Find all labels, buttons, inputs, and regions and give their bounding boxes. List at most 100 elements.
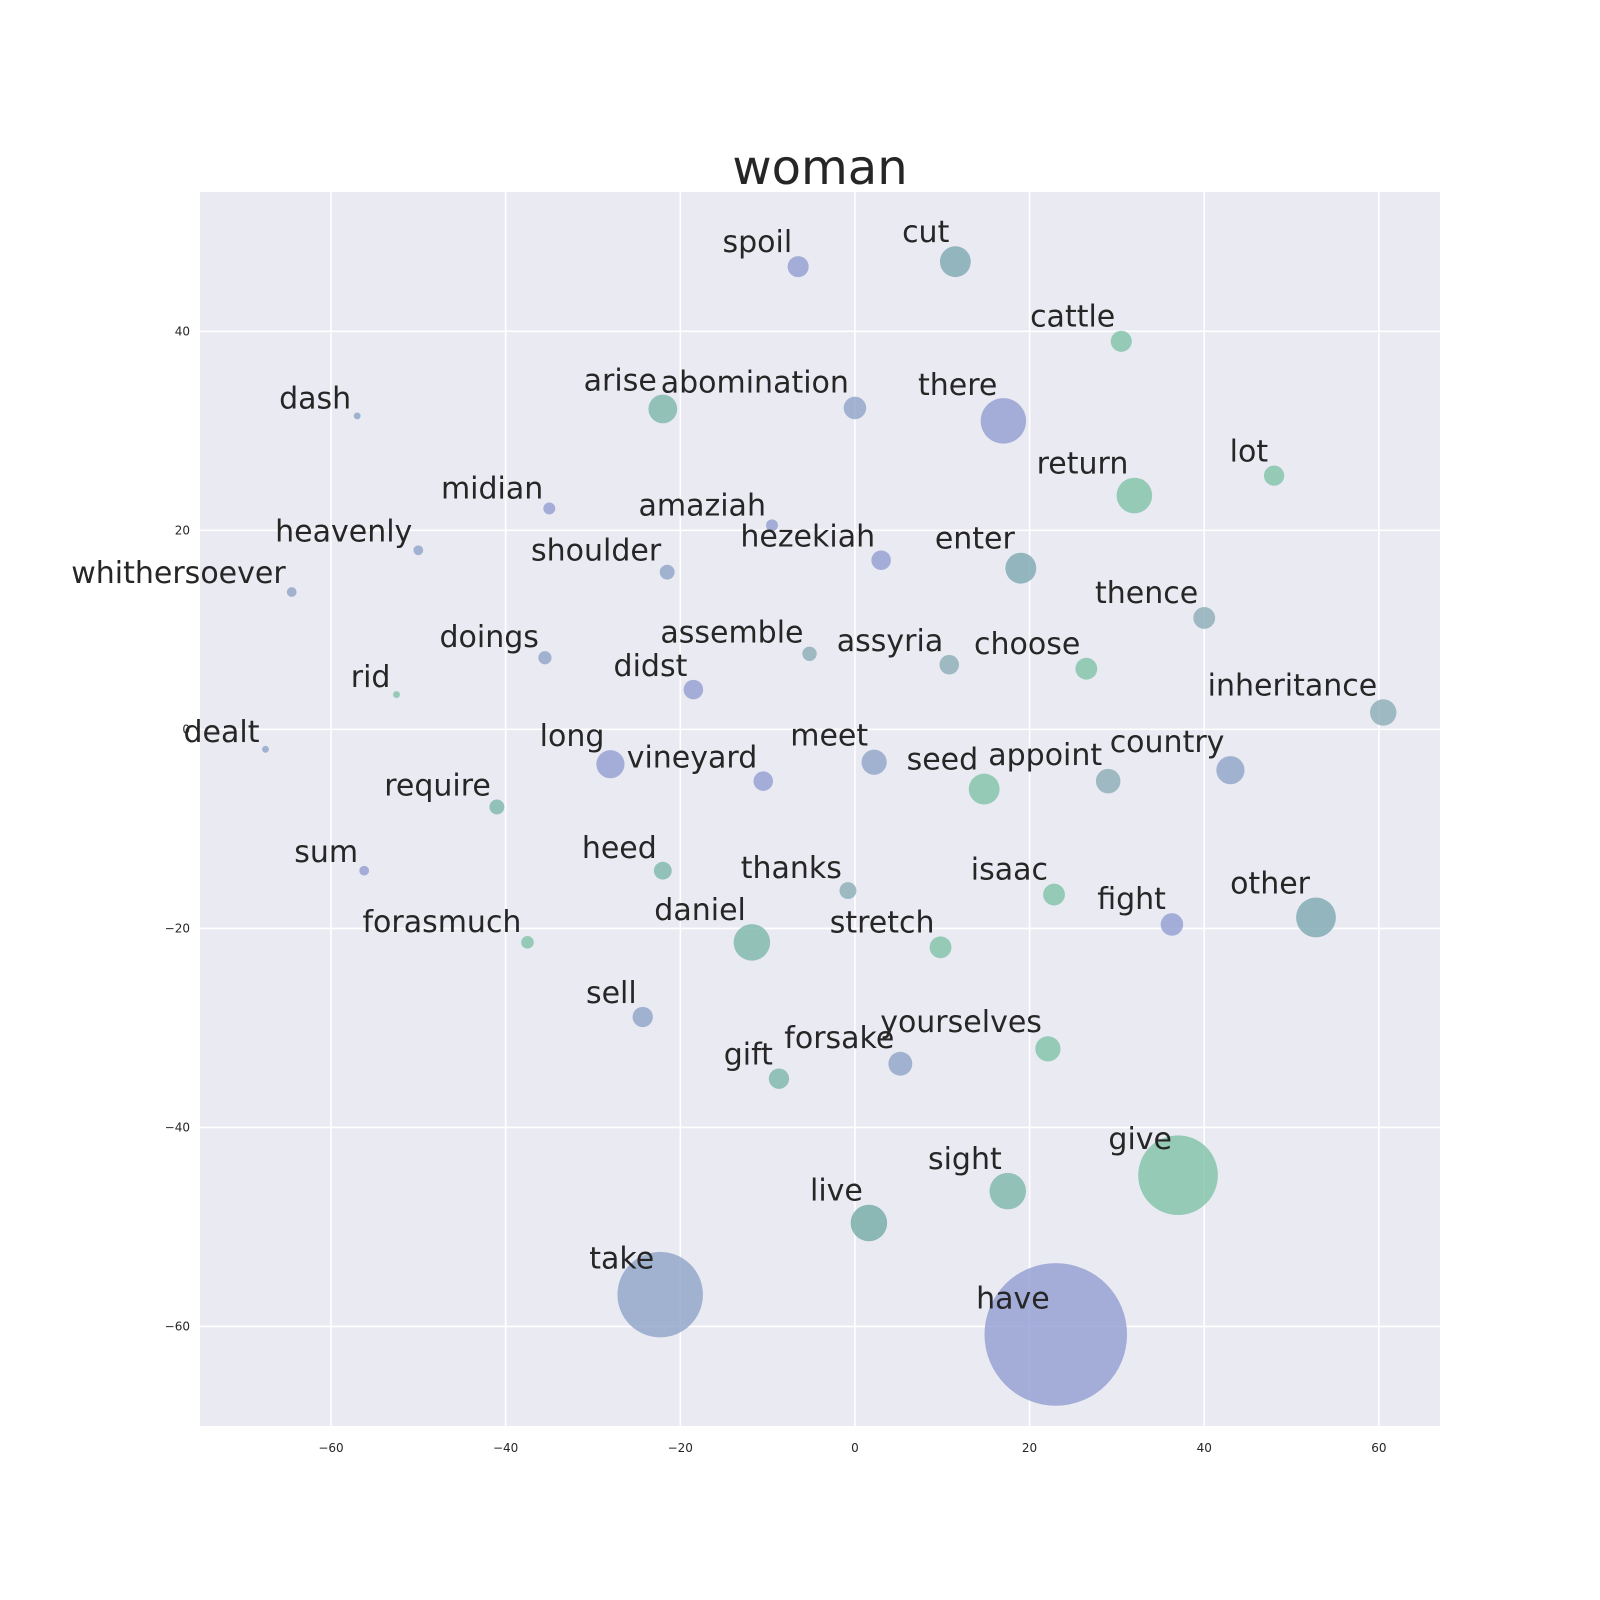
- label-heed: heed: [582, 831, 657, 866]
- point-lot: [1263, 465, 1285, 486]
- label-seed: seed: [907, 743, 979, 778]
- label-long: long: [540, 719, 605, 754]
- point-inheritance: [1370, 699, 1397, 726]
- point-heed: [653, 861, 672, 880]
- point-isaac: [1043, 883, 1065, 906]
- point-fight: [1160, 913, 1184, 936]
- label-assemble: assemble: [660, 616, 803, 651]
- label-enter: enter: [935, 522, 1016, 557]
- point-shoulder: [659, 564, 675, 580]
- axis-ticks: −60 −40 −20 0 20 40 60 40 20 0 −20 −40 −60: [165, 324, 1387, 1455]
- point-yourselves: [1035, 1036, 1061, 1062]
- point-live: [850, 1204, 888, 1242]
- point-return: [1116, 477, 1153, 514]
- point-daniel: [733, 924, 771, 961]
- label-rid: rid: [351, 660, 391, 695]
- point-have: [984, 1263, 1128, 1406]
- label-vineyard: vineyard: [627, 740, 758, 775]
- label-heavenly: heavenly: [275, 514, 412, 549]
- point-abomination: [843, 396, 867, 420]
- label-return: return: [1037, 447, 1129, 482]
- point-sight: [989, 1172, 1027, 1210]
- point-midian: [543, 502, 556, 515]
- point-spoil: [787, 256, 809, 278]
- point-thanks: [839, 882, 857, 900]
- point-take: [617, 1251, 703, 1338]
- point-country: [1216, 756, 1245, 785]
- point-forasmuch: [521, 936, 534, 949]
- point-forsake: [888, 1051, 913, 1076]
- label-shoulder: shoulder: [531, 534, 662, 569]
- label-spoil: spoil: [722, 225, 792, 260]
- label-assyria: assyria: [837, 624, 943, 659]
- point-sum: [359, 865, 370, 876]
- label-yourselves: yourselves: [880, 1005, 1042, 1040]
- x-tick-label: 0: [851, 1441, 859, 1455]
- point-give: [1138, 1135, 1218, 1216]
- point-doings: [538, 651, 552, 665]
- chart-title: woman: [732, 140, 907, 196]
- y-tick-label: −60: [165, 1319, 190, 1333]
- y-tick-label: 0: [182, 722, 190, 736]
- label-midian: midian: [441, 471, 543, 506]
- point-vineyard: [753, 771, 773, 791]
- point-rid: [393, 691, 400, 699]
- data-points: [262, 246, 1397, 1406]
- y-tick-label: 20: [175, 523, 190, 537]
- point-meet: [861, 749, 887, 775]
- label-other: other: [1230, 867, 1311, 902]
- label-meet: meet: [790, 719, 868, 754]
- label-there: there: [918, 368, 997, 403]
- label-daniel: daniel: [654, 893, 746, 928]
- x-tick-label: −60: [318, 1441, 343, 1455]
- point-other: [1296, 897, 1336, 938]
- label-forsake: forsake: [784, 1021, 894, 1056]
- y-tick-label: −20: [165, 921, 190, 935]
- point-enter: [1005, 552, 1037, 584]
- x-tick-label: 20: [1022, 1441, 1037, 1455]
- label-appoint: appoint: [988, 738, 1102, 773]
- point-assyria: [939, 654, 959, 675]
- label-sight: sight: [928, 1142, 1002, 1177]
- label-country: country: [1110, 725, 1225, 760]
- x-tick-label: −20: [668, 1441, 693, 1455]
- label-inheritance: inheritance: [1208, 668, 1378, 703]
- label-whithersoever: whithersoever: [71, 556, 286, 591]
- point-stretch: [929, 936, 952, 959]
- grid-lines: [200, 192, 1440, 1426]
- point-gift: [768, 1068, 790, 1089]
- label-forasmuch: forasmuch: [362, 905, 521, 940]
- label-give: give: [1108, 1122, 1172, 1157]
- x-tick-label: −40: [493, 1441, 518, 1455]
- point-cattle: [1110, 330, 1132, 352]
- point-require: [489, 799, 505, 815]
- label-gift: gift: [724, 1038, 773, 1073]
- label-require: require: [384, 769, 491, 804]
- label-fight: fight: [1097, 882, 1166, 917]
- label-lot: lot: [1230, 434, 1269, 469]
- point-labels: spoil cut cattle dash arise abomination there l…: [71, 215, 1377, 1316]
- plot-area: [200, 192, 1440, 1426]
- label-isaac: isaac: [971, 853, 1048, 888]
- y-tick-label: −40: [165, 1120, 190, 1134]
- label-dash: dash: [279, 381, 351, 416]
- label-sum: sum: [294, 835, 358, 870]
- label-cut: cut: [902, 215, 950, 250]
- label-choose: choose: [974, 627, 1080, 662]
- x-tick-label: 40: [1197, 1441, 1212, 1455]
- label-arise: arise: [584, 364, 657, 399]
- label-live: live: [810, 1174, 863, 1209]
- label-sell: sell: [586, 976, 637, 1011]
- point-amaziah: [765, 519, 778, 532]
- point-didst: [683, 679, 704, 700]
- label-thence: thence: [1095, 576, 1198, 611]
- point-cut: [939, 246, 971, 278]
- label-thanks: thanks: [741, 851, 842, 886]
- label-abomination: abomination: [661, 366, 849, 401]
- label-amaziah: amaziah: [638, 488, 765, 523]
- point-seed: [968, 773, 1000, 805]
- point-long: [596, 750, 625, 779]
- y-tick-label: 40: [175, 324, 190, 338]
- x-tick-label: 60: [1371, 1441, 1386, 1455]
